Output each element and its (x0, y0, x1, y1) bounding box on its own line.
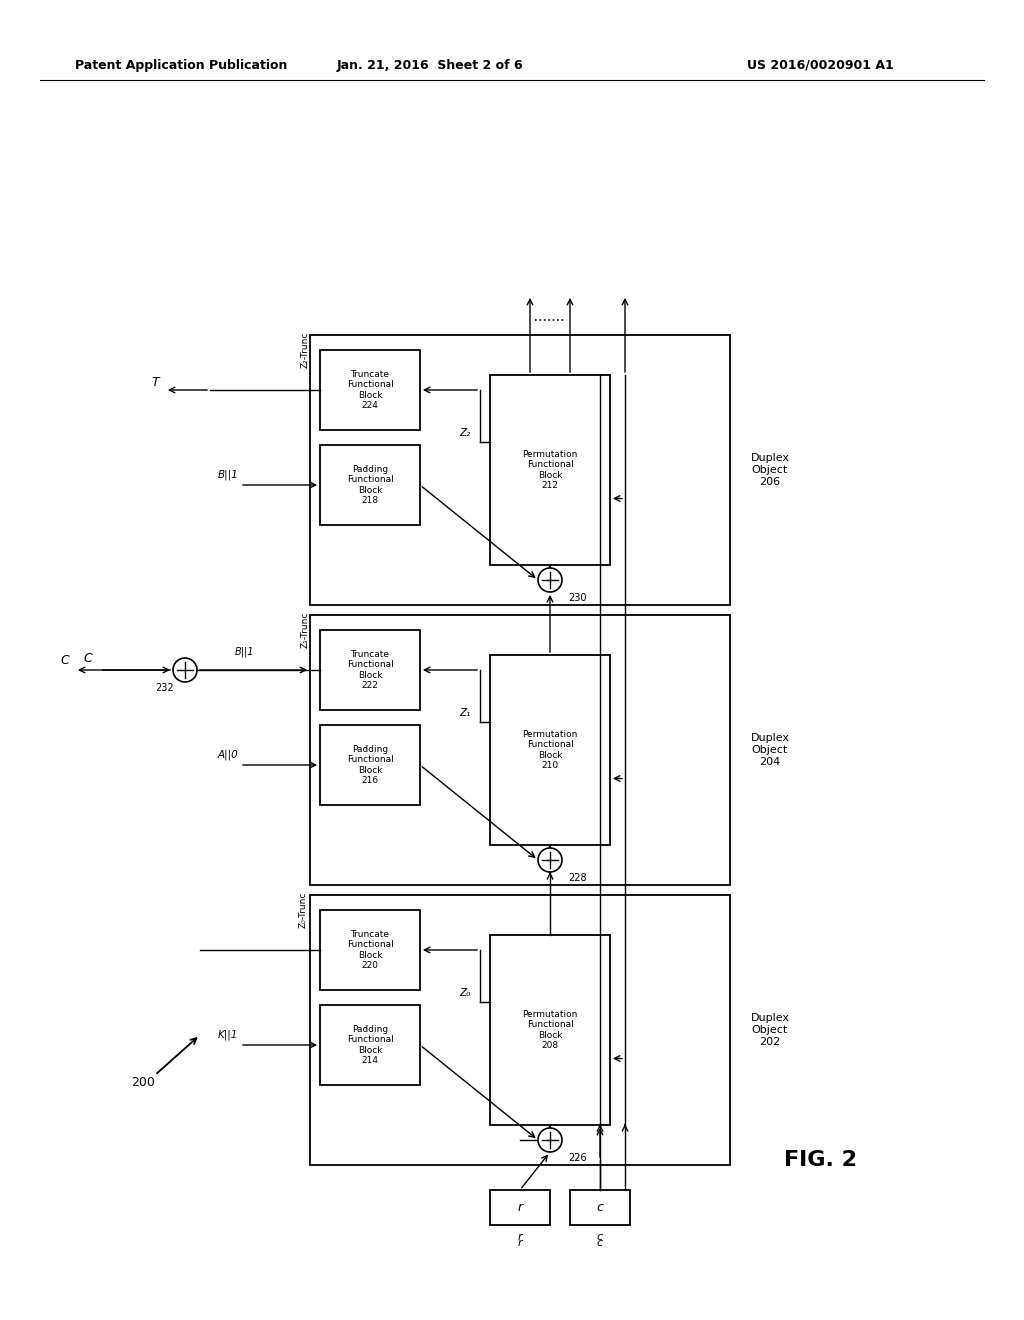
Text: T: T (152, 375, 159, 388)
Text: Z₂-Trunc: Z₂-Trunc (300, 331, 309, 368)
Text: Z₂: Z₂ (460, 429, 471, 438)
Circle shape (538, 1129, 562, 1152)
Bar (490, 1191, 550, 1225)
Bar (319, 725, 420, 805)
Text: Permutation
Functional
Block
212: Permutation Functional Block 212 (522, 450, 578, 490)
Circle shape (173, 657, 197, 682)
Text: Padding
Functional
Block
218: Padding Functional Block 218 (347, 465, 393, 506)
Circle shape (538, 847, 562, 873)
Text: Z₀-Trunc: Z₀-Trunc (299, 892, 308, 928)
Text: r: r (518, 1238, 522, 1247)
Bar (310, 895, 730, 1166)
Text: Z₁-Trunc: Z₁-Trunc (300, 611, 309, 648)
Text: r: r (518, 1232, 522, 1242)
Text: Permutation
Functional
Block
210: Permutation Functional Block 210 (522, 730, 578, 770)
Text: 232: 232 (156, 682, 174, 693)
Text: C: C (84, 652, 92, 664)
Bar (310, 335, 730, 605)
Text: Truncate
Functional
Block
222: Truncate Functional Block 222 (347, 649, 393, 690)
Bar (319, 909, 420, 990)
Text: 226: 226 (568, 1152, 587, 1163)
Text: Z₀: Z₀ (460, 989, 471, 998)
Bar (319, 445, 420, 525)
Text: c: c (597, 1201, 603, 1214)
Text: Truncate
Functional
Block
220: Truncate Functional Block 220 (347, 929, 393, 970)
Bar (490, 935, 610, 1125)
Bar (490, 375, 610, 565)
Text: US 2016/0020901 A1: US 2016/0020901 A1 (746, 58, 893, 71)
Text: Duplex
Object
202: Duplex Object 202 (751, 1014, 790, 1047)
Text: B||1: B||1 (234, 647, 255, 657)
Bar (319, 350, 420, 430)
Text: c: c (597, 1238, 603, 1247)
Bar (310, 615, 730, 884)
Text: FIG. 2: FIG. 2 (783, 1150, 856, 1170)
Text: 228: 228 (568, 873, 587, 883)
Text: Duplex
Object
206: Duplex Object 206 (751, 453, 790, 487)
Text: Jan. 21, 2016  Sheet 2 of 6: Jan. 21, 2016 Sheet 2 of 6 (337, 58, 523, 71)
Text: C: C (60, 653, 70, 667)
Text: K||1: K||1 (218, 1030, 239, 1040)
Bar (319, 1005, 420, 1085)
Text: Z₁: Z₁ (460, 709, 471, 718)
Text: r: r (517, 1201, 522, 1214)
Bar (490, 655, 610, 845)
Text: 200: 200 (131, 1076, 155, 1089)
Text: Patent Application Publication: Patent Application Publication (75, 58, 288, 71)
Bar (570, 1191, 630, 1225)
Text: B||1: B||1 (218, 470, 239, 480)
Text: 230: 230 (568, 593, 587, 603)
Text: c: c (597, 1232, 603, 1242)
Text: Padding
Functional
Block
216: Padding Functional Block 216 (347, 744, 393, 785)
Circle shape (538, 568, 562, 591)
Text: Padding
Functional
Block
214: Padding Functional Block 214 (347, 1024, 393, 1065)
Text: Truncate
Functional
Block
224: Truncate Functional Block 224 (347, 370, 393, 411)
Bar (319, 630, 420, 710)
Text: Permutation
Functional
Block
208: Permutation Functional Block 208 (522, 1010, 578, 1051)
Text: A||0: A||0 (218, 750, 239, 760)
Text: Duplex
Object
204: Duplex Object 204 (751, 734, 790, 767)
